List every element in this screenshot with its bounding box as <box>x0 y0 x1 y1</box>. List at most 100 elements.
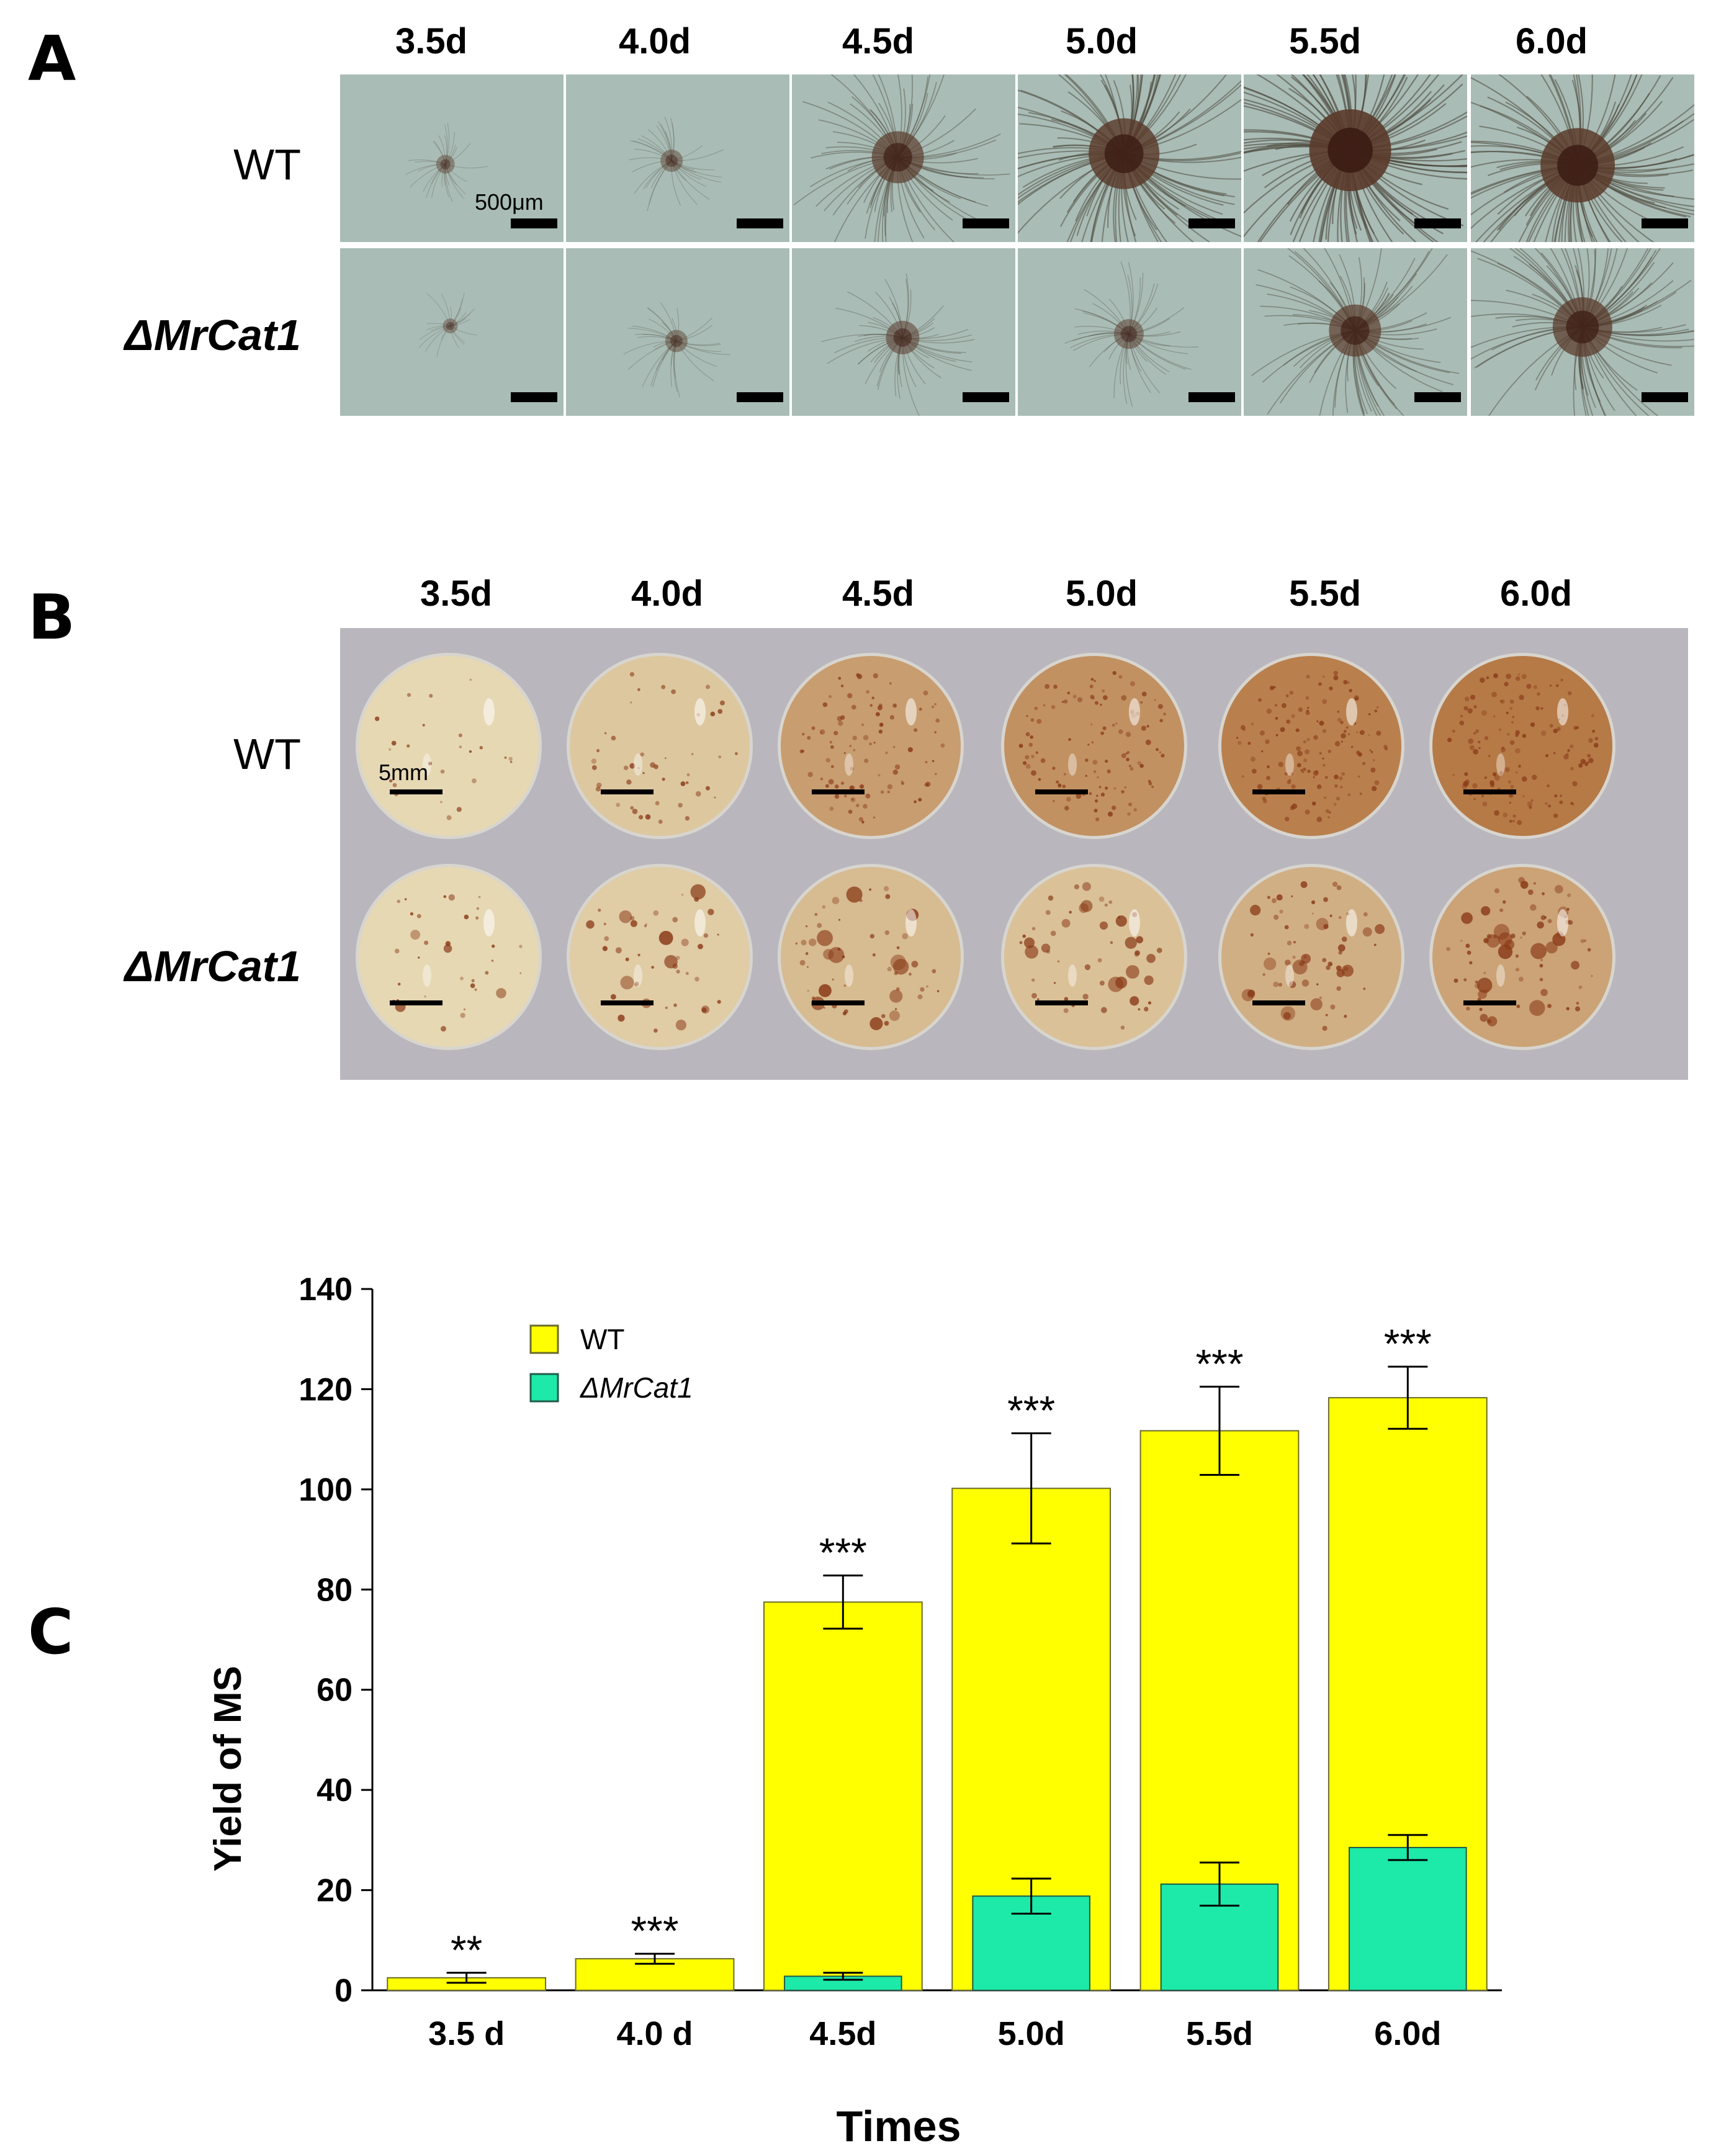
y-tick-label: 60 <box>317 1673 353 1709</box>
well-scale-bar <box>1463 1000 1516 1005</box>
error-bar-mutant <box>1388 1834 1428 1861</box>
panel-b-day-label: 6.0d <box>1499 573 1573 614</box>
well-mutant <box>1001 864 1187 1050</box>
x-tick-label: 4.5d <box>809 2015 876 2052</box>
well-scale-bar <box>1463 789 1516 794</box>
well-mutant <box>356 864 542 1050</box>
micrograph-scale-bar <box>737 218 783 228</box>
x-tick-label: 5.0d <box>998 2015 1065 2052</box>
panel-b-scale-text: 5mm <box>379 760 428 785</box>
error-bar-wt <box>446 1972 487 1984</box>
well-mutant <box>1429 864 1615 1050</box>
legend-swatch <box>529 1324 559 1354</box>
yield-bar-chart: 0 20 40 60 80 100 120 140 ** 3.5 d *** 4.0 d *** 4.5d… <box>207 1272 1502 2150</box>
well-mutant <box>778 864 964 1050</box>
legend-label: ΔMrCat1 <box>580 1372 693 1404</box>
micrograph-scale-bar <box>1642 218 1688 228</box>
y-tick-label: 140 <box>299 1272 353 1308</box>
y-tick-label: 40 <box>317 1772 353 1808</box>
bar-wt <box>763 1601 923 1991</box>
well-scale-bar <box>601 1000 654 1005</box>
well-wt <box>778 653 964 839</box>
panel-b-label: B <box>28 581 76 654</box>
y-tick-label: 0 <box>335 1973 353 2009</box>
error-bar-wt <box>635 1952 675 1965</box>
error-bar-wt <box>1200 1385 1239 1476</box>
micrograph-mutant <box>792 248 1015 416</box>
legend-label: WT <box>580 1323 625 1355</box>
panel-a-day-label: 3.5d <box>395 21 468 61</box>
micrograph-scale-bar <box>963 218 1009 228</box>
y-tick-label: 120 <box>299 1372 353 1408</box>
micrograph-mutant <box>340 248 564 416</box>
legend-swatch <box>529 1373 559 1403</box>
x-tick-label: 5.5d <box>1186 2015 1253 2052</box>
y-tick-label: 20 <box>317 1873 353 1909</box>
panel-b-day-label: 3.5d <box>420 573 493 614</box>
well-scale-bar <box>812 1000 865 1005</box>
micrograph-scale-bar <box>511 218 557 228</box>
well-scale-bar <box>812 789 865 794</box>
well-wt <box>1429 653 1615 839</box>
panel-b-well-plate: 5mm <box>340 628 1688 1080</box>
panel-b-day-label: 5.0d <box>1065 573 1138 614</box>
panel-b-day-label: 5.5d <box>1288 573 1362 614</box>
x-tick-label: 4.0 d <box>616 2015 693 2052</box>
micrograph-wt <box>1244 74 1467 242</box>
well-scale-bar <box>390 1000 442 1005</box>
panel-a-day-label: 6.0d <box>1515 21 1588 61</box>
panel-b-mutant-label: ΔMrCat1 <box>124 942 301 990</box>
micrograph-wt <box>1471 74 1694 242</box>
micrograph-scale-bar <box>511 392 557 402</box>
micrograph-wt <box>1018 74 1241 242</box>
bar-mutant <box>1349 1846 1467 1991</box>
well-scale-bar <box>390 789 442 794</box>
micrograph-wt <box>340 74 564 242</box>
micrograph-mutant <box>1018 248 1241 416</box>
well-mutant <box>1218 864 1404 1050</box>
well-scale-bar <box>1252 1000 1305 1005</box>
well-wt <box>1001 653 1187 839</box>
x-tick-label: 3.5 d <box>428 2015 505 2052</box>
panel-c-label: C <box>28 1596 74 1668</box>
micrograph-wt <box>792 74 1015 242</box>
significance-label: *** <box>1007 1387 1055 1433</box>
panel-a-day-label: 5.0d <box>1065 21 1138 61</box>
error-bar-wt <box>1388 1365 1428 1430</box>
micrograph-scale-bar <box>737 392 783 402</box>
error-bar-wt <box>1011 1432 1051 1545</box>
panel-b-day-label: 4.5d <box>842 573 915 614</box>
well-scale-bar <box>601 789 654 794</box>
micrograph-mutant <box>1244 248 1467 416</box>
micrograph-scale-bar <box>1414 392 1461 402</box>
panel-a-mutant-label: ΔMrCat1 <box>124 311 301 359</box>
well-wt <box>567 653 753 839</box>
panel-a-day-label: 5.5d <box>1288 21 1362 61</box>
y-tick-label: 100 <box>299 1472 353 1508</box>
well-scale-bar <box>1035 1000 1088 1005</box>
well-scale-bar <box>1252 789 1305 794</box>
micrograph-scale-bar <box>963 392 1009 402</box>
micrograph-wt <box>566 74 789 242</box>
y-tick-label: 80 <box>317 1572 353 1608</box>
micrograph-scale-bar <box>1188 392 1235 402</box>
x-axis-label: Times <box>836 2102 961 2150</box>
panel-a-day-label: 4.5d <box>842 21 915 61</box>
significance-label: *** <box>819 1530 867 1576</box>
micrograph-scale-bar <box>1188 218 1235 228</box>
y-axis-label: Yield of MS <box>207 1666 249 1872</box>
micrograph-scale-bar <box>1414 218 1461 228</box>
error-bar-mutant <box>1011 1877 1051 1915</box>
x-tick-label: 6.0d <box>1374 2015 1441 2052</box>
well-wt <box>356 653 542 839</box>
micrograph-mutant <box>566 248 789 416</box>
significance-label: *** <box>1195 1341 1243 1386</box>
panel-a-wt-label: WT <box>233 140 301 189</box>
panel-a-scale-text: 500μm <box>475 189 544 215</box>
error-bar-mutant <box>823 1972 863 1981</box>
well-wt <box>1218 653 1404 839</box>
significance-label: *** <box>1384 1321 1432 1367</box>
legend: WT ΔMrCat1 <box>529 1323 693 1404</box>
well-mutant <box>567 864 753 1050</box>
significance-label: ** <box>451 1927 482 1973</box>
